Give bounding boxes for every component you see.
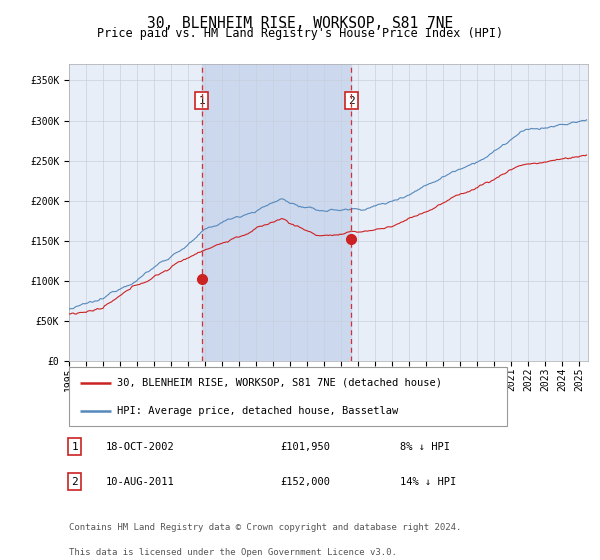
Text: 30, BLENHEIM RISE, WORKSOP, S81 7NE: 30, BLENHEIM RISE, WORKSOP, S81 7NE xyxy=(147,16,453,31)
Text: £101,950: £101,950 xyxy=(280,442,330,451)
Text: Price paid vs. HM Land Registry's House Price Index (HPI): Price paid vs. HM Land Registry's House … xyxy=(97,27,503,40)
Text: This data is licensed under the Open Government Licence v3.0.: This data is licensed under the Open Gov… xyxy=(69,548,397,557)
Text: 8% ↓ HPI: 8% ↓ HPI xyxy=(400,442,449,451)
Text: 18-OCT-2002: 18-OCT-2002 xyxy=(106,442,175,451)
Text: 2: 2 xyxy=(348,96,355,106)
Text: 10-AUG-2011: 10-AUG-2011 xyxy=(106,477,175,487)
Text: Contains HM Land Registry data © Crown copyright and database right 2024.: Contains HM Land Registry data © Crown c… xyxy=(69,523,461,532)
Text: 1: 1 xyxy=(199,96,205,106)
Text: 1: 1 xyxy=(71,442,78,451)
Text: £152,000: £152,000 xyxy=(280,477,330,487)
Text: 14% ↓ HPI: 14% ↓ HPI xyxy=(400,477,456,487)
Text: HPI: Average price, detached house, Bassetlaw: HPI: Average price, detached house, Bass… xyxy=(117,406,398,416)
Text: 2: 2 xyxy=(71,477,78,487)
Bar xyxy=(202,64,352,361)
Text: 30, BLENHEIM RISE, WORKSOP, S81 7NE (detached house): 30, BLENHEIM RISE, WORKSOP, S81 7NE (det… xyxy=(117,377,442,388)
FancyBboxPatch shape xyxy=(69,367,507,426)
